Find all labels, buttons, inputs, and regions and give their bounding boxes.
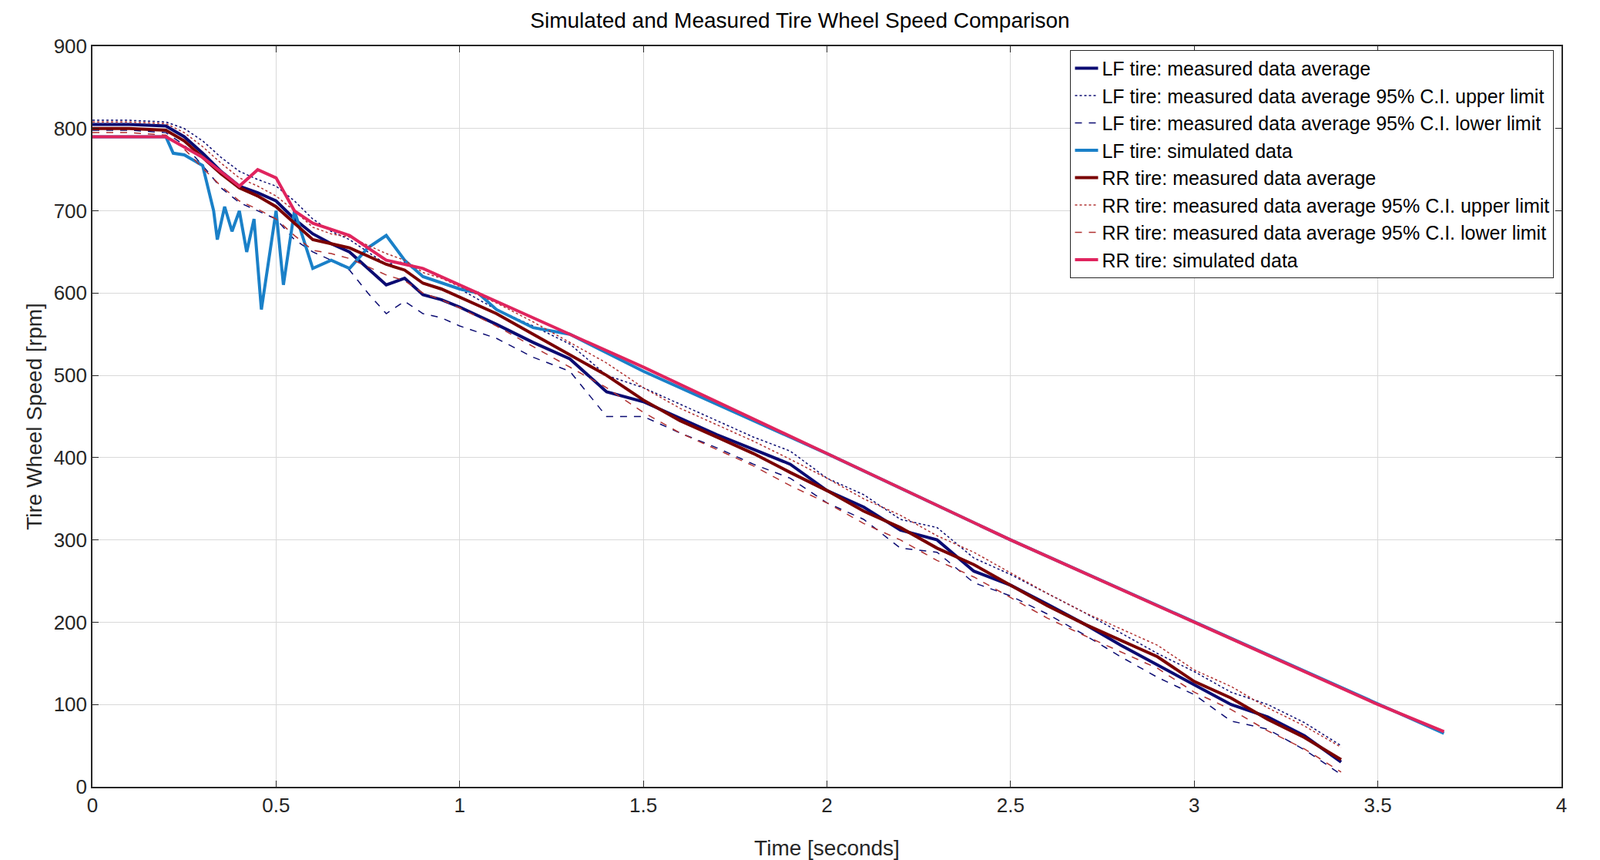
svg-text:0.5: 0.5: [261, 793, 290, 817]
svg-text:100: 100: [53, 692, 88, 716]
svg-text:1.5: 1.5: [629, 793, 658, 817]
svg-text:3: 3: [1188, 793, 1200, 817]
svg-text:0: 0: [87, 793, 98, 817]
svg-text:LF tire: measured data average: LF tire: measured data average 95% C.I. …: [1101, 112, 1541, 135]
svg-text:500: 500: [53, 363, 88, 387]
svg-text:RR tire: measured data average: RR tire: measured data average 95% C.I. …: [1101, 221, 1547, 244]
svg-text:Time [seconds]: Time [seconds]: [754, 835, 900, 860]
svg-text:200: 200: [53, 610, 88, 634]
svg-text:700: 700: [53, 199, 88, 223]
svg-text:LF tire: measured data average: LF tire: measured data average 95% C.I. …: [1101, 85, 1544, 108]
svg-text:3.5: 3.5: [1364, 793, 1393, 817]
svg-text:LF tire: simulated data: LF tire: simulated data: [1101, 140, 1292, 162]
svg-text:2: 2: [821, 793, 832, 817]
svg-text:2.5: 2.5: [996, 793, 1025, 817]
svg-text:800: 800: [53, 117, 88, 141]
svg-text:600: 600: [53, 281, 88, 305]
svg-text:4: 4: [1556, 793, 1567, 817]
svg-text:RR tire: measured data average: RR tire: measured data average 95% C.I. …: [1101, 194, 1550, 217]
svg-text:Simulated and Measured Tire Wh: Simulated and Measured Tire Wheel Speed …: [529, 8, 1070, 33]
svg-text:Tire Wheel Speed [rpm]: Tire Wheel Speed [rpm]: [22, 302, 47, 530]
svg-text:900: 900: [53, 34, 88, 58]
svg-text:300: 300: [53, 528, 88, 552]
svg-text:400: 400: [53, 446, 88, 470]
svg-text:LF tire: measured data average: LF tire: measured data average: [1101, 57, 1371, 80]
svg-text:RR tire: measured data average: RR tire: measured data average: [1101, 167, 1376, 189]
svg-text:0: 0: [76, 774, 88, 799]
svg-text:RR tire: simulated data: RR tire: simulated data: [1101, 249, 1298, 272]
svg-text:1: 1: [454, 793, 466, 817]
